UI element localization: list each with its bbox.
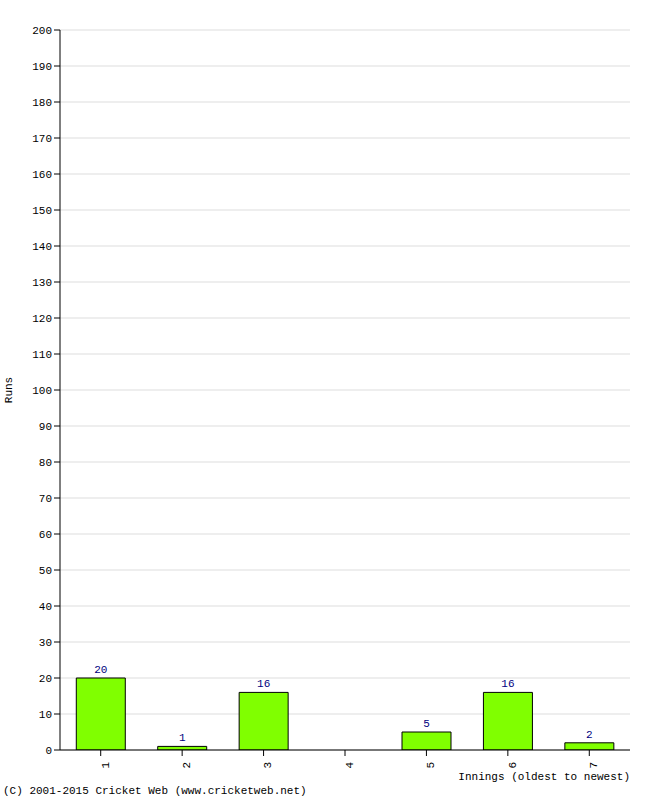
svg-text:2: 2 xyxy=(586,729,593,741)
svg-text:80: 80 xyxy=(39,457,52,469)
html-text:(C) 2001-2015 Cricket Web (www: (C) 2001-2015 Cricket Web (www.cricketwe… xyxy=(3,785,307,797)
svg-text:50: 50 xyxy=(39,565,52,577)
svg-text:40: 40 xyxy=(39,601,52,613)
svg-text:150: 150 xyxy=(32,205,52,217)
svg-text:2: 2 xyxy=(181,762,193,769)
svg-text:20: 20 xyxy=(39,673,52,685)
svg-text:190: 190 xyxy=(32,61,52,73)
svg-text:180: 180 xyxy=(32,97,52,109)
svg-text:5: 5 xyxy=(425,762,437,769)
svg-text:130: 130 xyxy=(32,277,52,289)
svg-text:120: 120 xyxy=(32,313,52,325)
svg-text:Innings (oldest to newest): Innings (oldest to newest) xyxy=(458,771,630,783)
svg-text:10: 10 xyxy=(39,709,52,721)
svg-text:5: 5 xyxy=(423,718,430,730)
svg-text:70: 70 xyxy=(39,493,52,505)
svg-text:3: 3 xyxy=(262,762,274,769)
svg-text:Runs: Runs xyxy=(8,377,15,403)
svg-text:140: 140 xyxy=(32,241,52,253)
svg-text:16: 16 xyxy=(501,678,514,690)
svg-text:7: 7 xyxy=(588,762,600,769)
svg-text:20: 20 xyxy=(94,664,107,676)
svg-text:4: 4 xyxy=(344,762,356,769)
svg-text:0: 0 xyxy=(45,745,52,757)
svg-text:1: 1 xyxy=(100,762,112,769)
svg-text:160: 160 xyxy=(32,169,52,181)
svg-text:16: 16 xyxy=(257,678,270,690)
svg-text:60: 60 xyxy=(39,529,52,541)
svg-text:30: 30 xyxy=(39,637,52,649)
svg-text:1: 1 xyxy=(179,732,186,744)
svg-text:110: 110 xyxy=(32,349,52,361)
svg-text:90: 90 xyxy=(39,421,52,433)
svg-text:6: 6 xyxy=(507,762,519,769)
svg-text:170: 170 xyxy=(32,133,52,145)
svg-text:200: 200 xyxy=(32,25,52,37)
svg-text:100: 100 xyxy=(32,385,52,397)
